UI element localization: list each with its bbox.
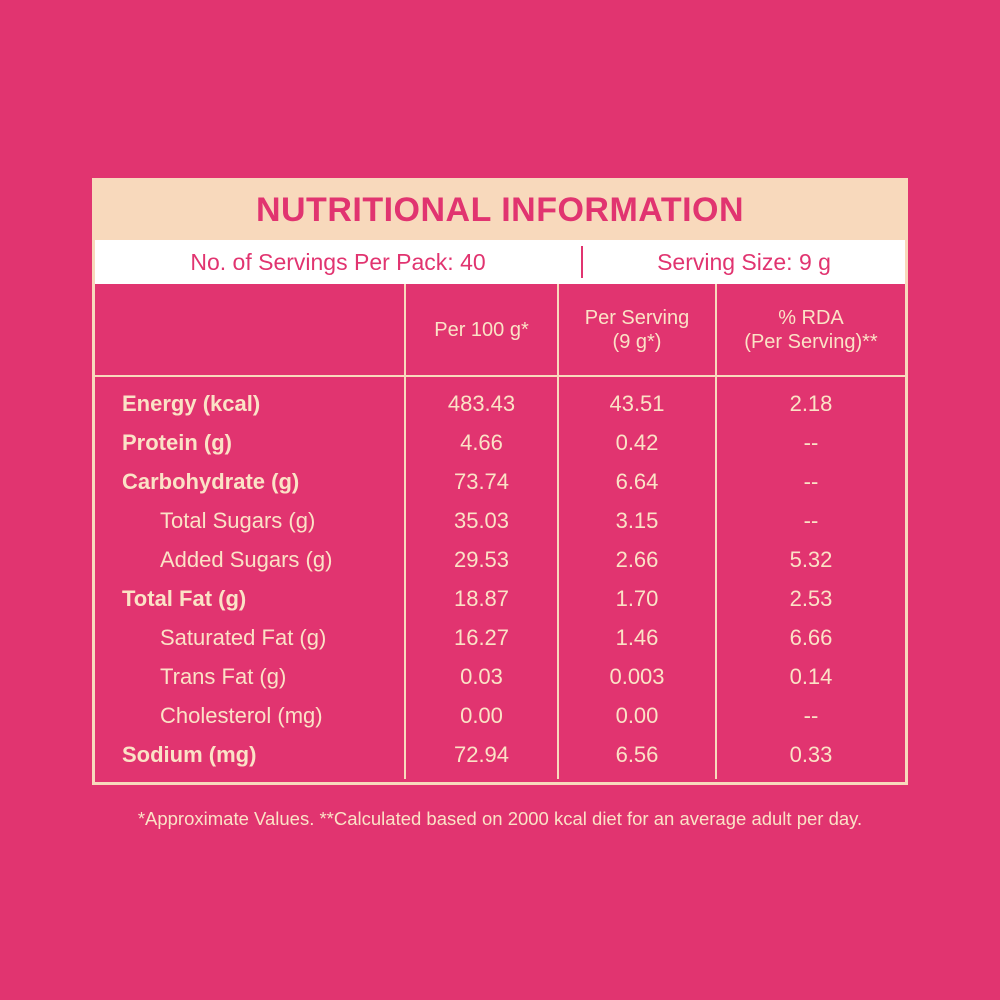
cell-value: 6.56 bbox=[615, 742, 659, 767]
servings-per-pack: No. of Servings Per Pack: 40 bbox=[190, 249, 486, 275]
sub-row-label: Saturated Fat (g) bbox=[160, 625, 327, 650]
row-label: Sodium (mg) bbox=[122, 742, 257, 767]
cell-value: 1.46 bbox=[615, 625, 659, 650]
cell-value: -- bbox=[803, 469, 819, 494]
cell-value: 0.33 bbox=[789, 742, 833, 767]
cell-value: -- bbox=[803, 430, 819, 455]
cell-value: 73.74 bbox=[453, 469, 510, 494]
cell-value: -- bbox=[803, 508, 819, 533]
cell-value: 2.53 bbox=[789, 586, 833, 611]
title-band bbox=[95, 181, 905, 240]
cell-value: 1.70 bbox=[615, 586, 659, 611]
cell-value: -- bbox=[803, 703, 819, 728]
cell-value: 0.42 bbox=[615, 430, 659, 455]
servings-divider bbox=[581, 246, 583, 278]
cell-value: 6.66 bbox=[789, 625, 833, 650]
serving-size: Serving Size: 9 g bbox=[657, 249, 831, 275]
cell-value: 72.94 bbox=[453, 742, 510, 767]
row-label: Carbohydrate (g) bbox=[122, 469, 300, 494]
table-border bbox=[92, 178, 908, 785]
column-header: (Per Serving)** bbox=[744, 331, 878, 353]
cell-value: 0.14 bbox=[789, 664, 833, 689]
cell-value: 6.64 bbox=[615, 469, 659, 494]
cell-value: 483.43 bbox=[447, 391, 516, 416]
sub-row-label: Total Sugars (g) bbox=[160, 508, 316, 533]
cell-value: 2.18 bbox=[789, 391, 833, 416]
column-header: % RDA bbox=[778, 307, 844, 329]
sub-row-label: Added Sugars (g) bbox=[160, 547, 333, 572]
cell-value: 0.00 bbox=[615, 703, 659, 728]
column-line bbox=[715, 284, 717, 779]
cell-value: 0.00 bbox=[460, 703, 503, 728]
cell-value: 16.27 bbox=[453, 625, 510, 650]
cell-value: 5.32 bbox=[789, 547, 833, 572]
cell-value: 29.53 bbox=[453, 547, 510, 572]
column-line bbox=[404, 284, 406, 779]
header-line bbox=[95, 375, 905, 377]
row-label: Total Fat (g) bbox=[122, 586, 247, 611]
cell-value: 0.003 bbox=[609, 664, 665, 689]
row-label: Energy (kcal) bbox=[122, 391, 261, 416]
servings-band bbox=[95, 240, 905, 284]
column-header: Per Serving bbox=[584, 307, 690, 329]
column-header: (9 g*) bbox=[612, 331, 662, 353]
title: NUTRITIONAL INFORMATION bbox=[255, 191, 745, 229]
cell-value: 4.66 bbox=[460, 430, 503, 455]
cell-value: 2.66 bbox=[615, 547, 659, 572]
cell-value: 43.51 bbox=[609, 391, 665, 416]
cell-value: 18.87 bbox=[453, 586, 510, 611]
sub-row-label: Cholesterol (mg) bbox=[160, 703, 323, 728]
sub-row-label: Trans Fat (g) bbox=[160, 664, 287, 689]
cell-value: 3.15 bbox=[615, 508, 659, 533]
cell-value: 35.03 bbox=[453, 508, 510, 533]
cell-value: 0.03 bbox=[460, 664, 503, 689]
column-header: Per 100 g* bbox=[434, 319, 529, 341]
row-label: Protein (g) bbox=[122, 430, 232, 455]
footnote: *Approximate Values. **Calculated based … bbox=[137, 808, 863, 829]
column-line bbox=[557, 284, 559, 779]
